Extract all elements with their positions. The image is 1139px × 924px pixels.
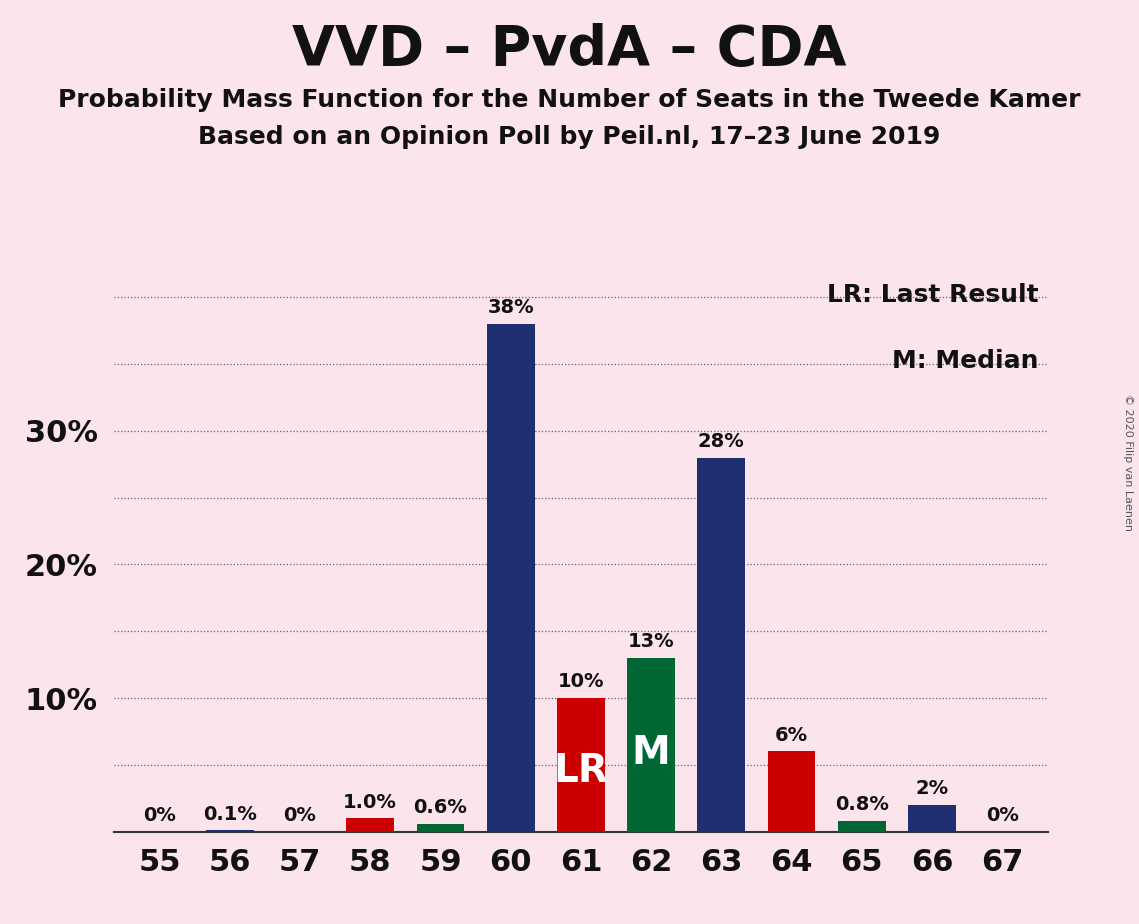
Text: 0%: 0%: [144, 806, 177, 825]
Text: 10%: 10%: [558, 673, 604, 691]
Bar: [557, 698, 605, 832]
Text: LR: LR: [554, 752, 608, 791]
Text: © 2020 Filip van Laenen: © 2020 Filip van Laenen: [1123, 394, 1133, 530]
Bar: [697, 457, 745, 832]
Text: 0.8%: 0.8%: [835, 796, 888, 814]
Text: LR: Last Result: LR: Last Result: [827, 283, 1039, 307]
Text: Probability Mass Function for the Number of Seats in the Tweede Kamer: Probability Mass Function for the Number…: [58, 88, 1081, 112]
Text: 0.6%: 0.6%: [413, 798, 467, 817]
Bar: [346, 819, 394, 832]
Bar: [486, 324, 534, 832]
Bar: [768, 751, 816, 832]
Text: 0.1%: 0.1%: [203, 805, 256, 823]
Bar: [838, 821, 886, 832]
Text: M: Median: M: Median: [892, 349, 1039, 373]
Bar: [417, 823, 465, 832]
Bar: [628, 658, 675, 832]
Text: 6%: 6%: [775, 725, 809, 745]
Text: 2%: 2%: [916, 779, 949, 798]
Bar: [206, 831, 254, 832]
Text: 13%: 13%: [628, 632, 674, 651]
Text: 0%: 0%: [284, 806, 317, 825]
Text: 0%: 0%: [985, 806, 1018, 825]
Text: VVD – PvdA – CDA: VVD – PvdA – CDA: [293, 23, 846, 77]
Text: 28%: 28%: [698, 432, 745, 451]
Text: Based on an Opinion Poll by Peil.nl, 17–23 June 2019: Based on an Opinion Poll by Peil.nl, 17–…: [198, 125, 941, 149]
Text: 38%: 38%: [487, 298, 534, 317]
Text: M: M: [632, 735, 671, 772]
Bar: [908, 805, 956, 832]
Text: 1.0%: 1.0%: [343, 793, 398, 811]
